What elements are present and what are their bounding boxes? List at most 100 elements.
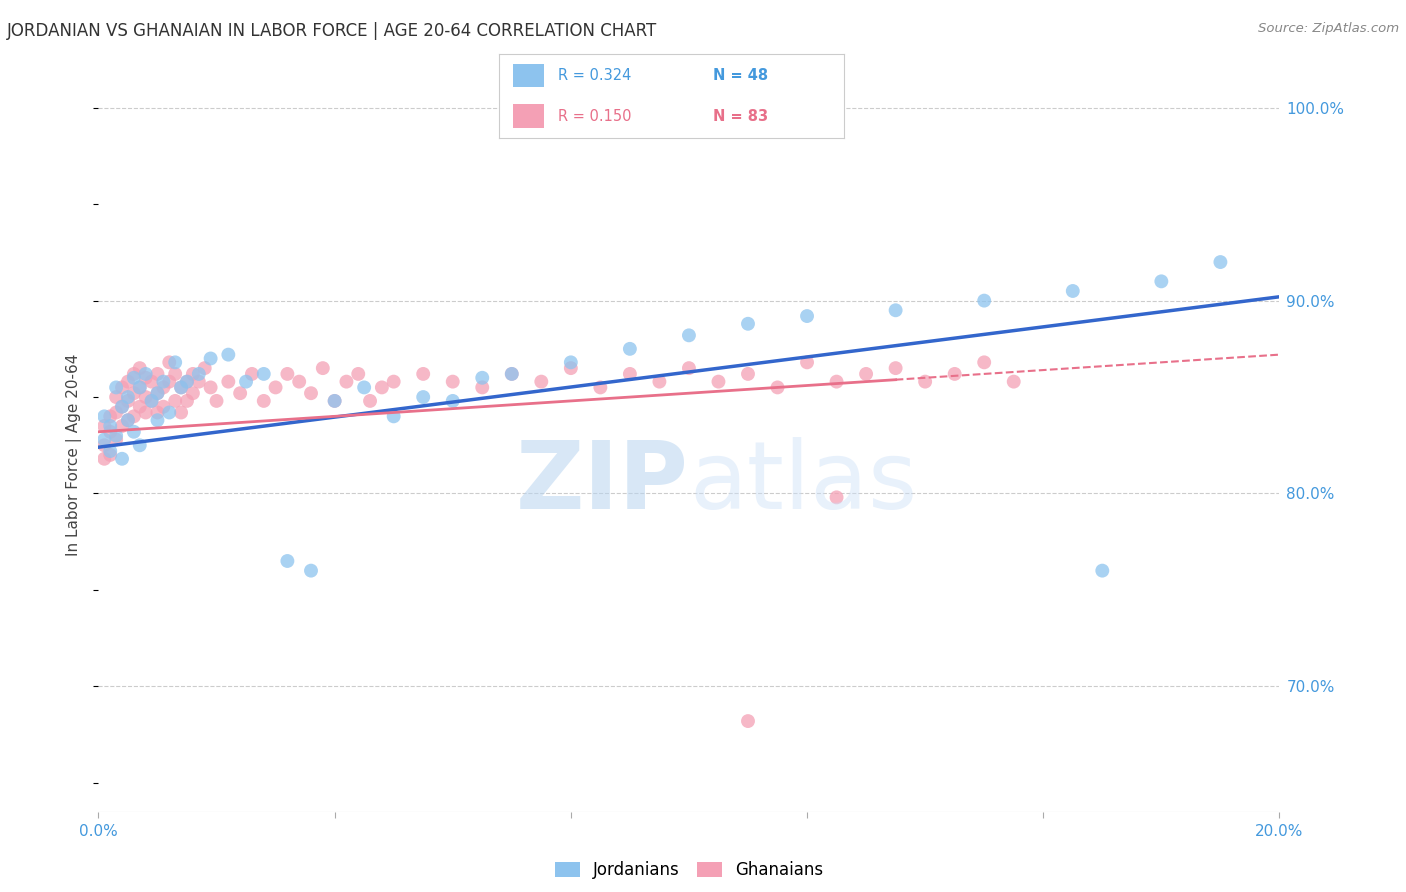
Point [187, 367, 209, 381]
Point [323, 393, 346, 408]
Point [678, 361, 700, 376]
Point [884, 361, 907, 376]
Point [240, 367, 263, 381]
Point [501, 367, 523, 381]
Point [146, 413, 169, 427]
Point [157, 355, 180, 369]
Point [93, 409, 115, 424]
Point [441, 375, 464, 389]
Point [181, 367, 204, 381]
Point [187, 375, 209, 389]
Point [128, 380, 150, 394]
Point [105, 390, 128, 404]
Point [299, 564, 322, 578]
Point [560, 361, 582, 376]
Point [122, 371, 145, 385]
Point [170, 380, 193, 394]
Text: ZIP: ZIP [516, 437, 689, 530]
Point [359, 393, 381, 408]
Point [914, 375, 936, 389]
Point [146, 386, 169, 401]
Point [135, 367, 157, 381]
Point [235, 375, 257, 389]
Point [146, 386, 169, 401]
Point [170, 380, 193, 394]
Point [111, 419, 134, 434]
Point [176, 375, 198, 389]
Point [146, 405, 169, 419]
Text: N = 48: N = 48 [713, 68, 768, 83]
Point [276, 367, 298, 381]
Point [111, 400, 134, 414]
Point [335, 375, 357, 389]
Point [200, 351, 222, 366]
Point [176, 375, 198, 389]
Point [796, 355, 818, 369]
Point [117, 413, 139, 427]
Point [157, 405, 180, 419]
Point [122, 367, 145, 381]
Point [353, 380, 375, 394]
Text: atlas: atlas [689, 437, 917, 530]
Point [412, 367, 434, 381]
Text: R = 0.324: R = 0.324 [558, 68, 631, 83]
Point [560, 355, 582, 369]
Point [141, 375, 163, 389]
Point [589, 380, 612, 394]
Point [128, 438, 150, 452]
Point [105, 380, 128, 394]
Point [1209, 255, 1232, 269]
Point [501, 367, 523, 381]
Point [737, 317, 759, 331]
Point [371, 380, 394, 394]
Point [825, 491, 848, 505]
Point [619, 342, 641, 356]
Text: R = 0.150: R = 0.150 [558, 109, 631, 124]
Point [382, 375, 405, 389]
FancyBboxPatch shape [513, 63, 544, 87]
Point [1150, 274, 1173, 288]
Point [253, 393, 276, 408]
Point [105, 428, 128, 442]
Point [141, 393, 163, 408]
Point [229, 386, 252, 401]
Point [141, 393, 163, 408]
Point [412, 390, 434, 404]
Point [943, 367, 966, 381]
Point [128, 361, 150, 376]
Point [165, 393, 187, 408]
Text: N = 83: N = 83 [713, 109, 768, 124]
Legend: Jordanians, Ghanaians: Jordanians, Ghanaians [548, 855, 830, 886]
Point [299, 386, 322, 401]
Point [855, 367, 877, 381]
Point [152, 380, 174, 394]
Point [146, 367, 169, 381]
Point [276, 554, 298, 568]
Point [98, 409, 121, 424]
Point [93, 438, 115, 452]
Point [200, 380, 222, 394]
Point [323, 393, 346, 408]
Point [312, 361, 335, 376]
Point [264, 380, 287, 394]
Point [135, 405, 157, 419]
Point [648, 375, 671, 389]
Point [737, 367, 759, 381]
Point [117, 393, 139, 408]
Y-axis label: In Labor Force | Age 20-64: In Labor Force | Age 20-64 [66, 354, 83, 556]
Point [117, 390, 139, 404]
Point [98, 425, 121, 439]
Point [766, 380, 789, 394]
Point [128, 400, 150, 414]
Point [117, 375, 139, 389]
Point [98, 444, 121, 458]
Point [382, 409, 405, 424]
Point [93, 419, 115, 434]
Point [619, 367, 641, 381]
Point [157, 375, 180, 389]
Point [973, 293, 995, 308]
Point [737, 714, 759, 728]
Point [111, 451, 134, 466]
Point [678, 328, 700, 343]
Point [217, 348, 239, 362]
